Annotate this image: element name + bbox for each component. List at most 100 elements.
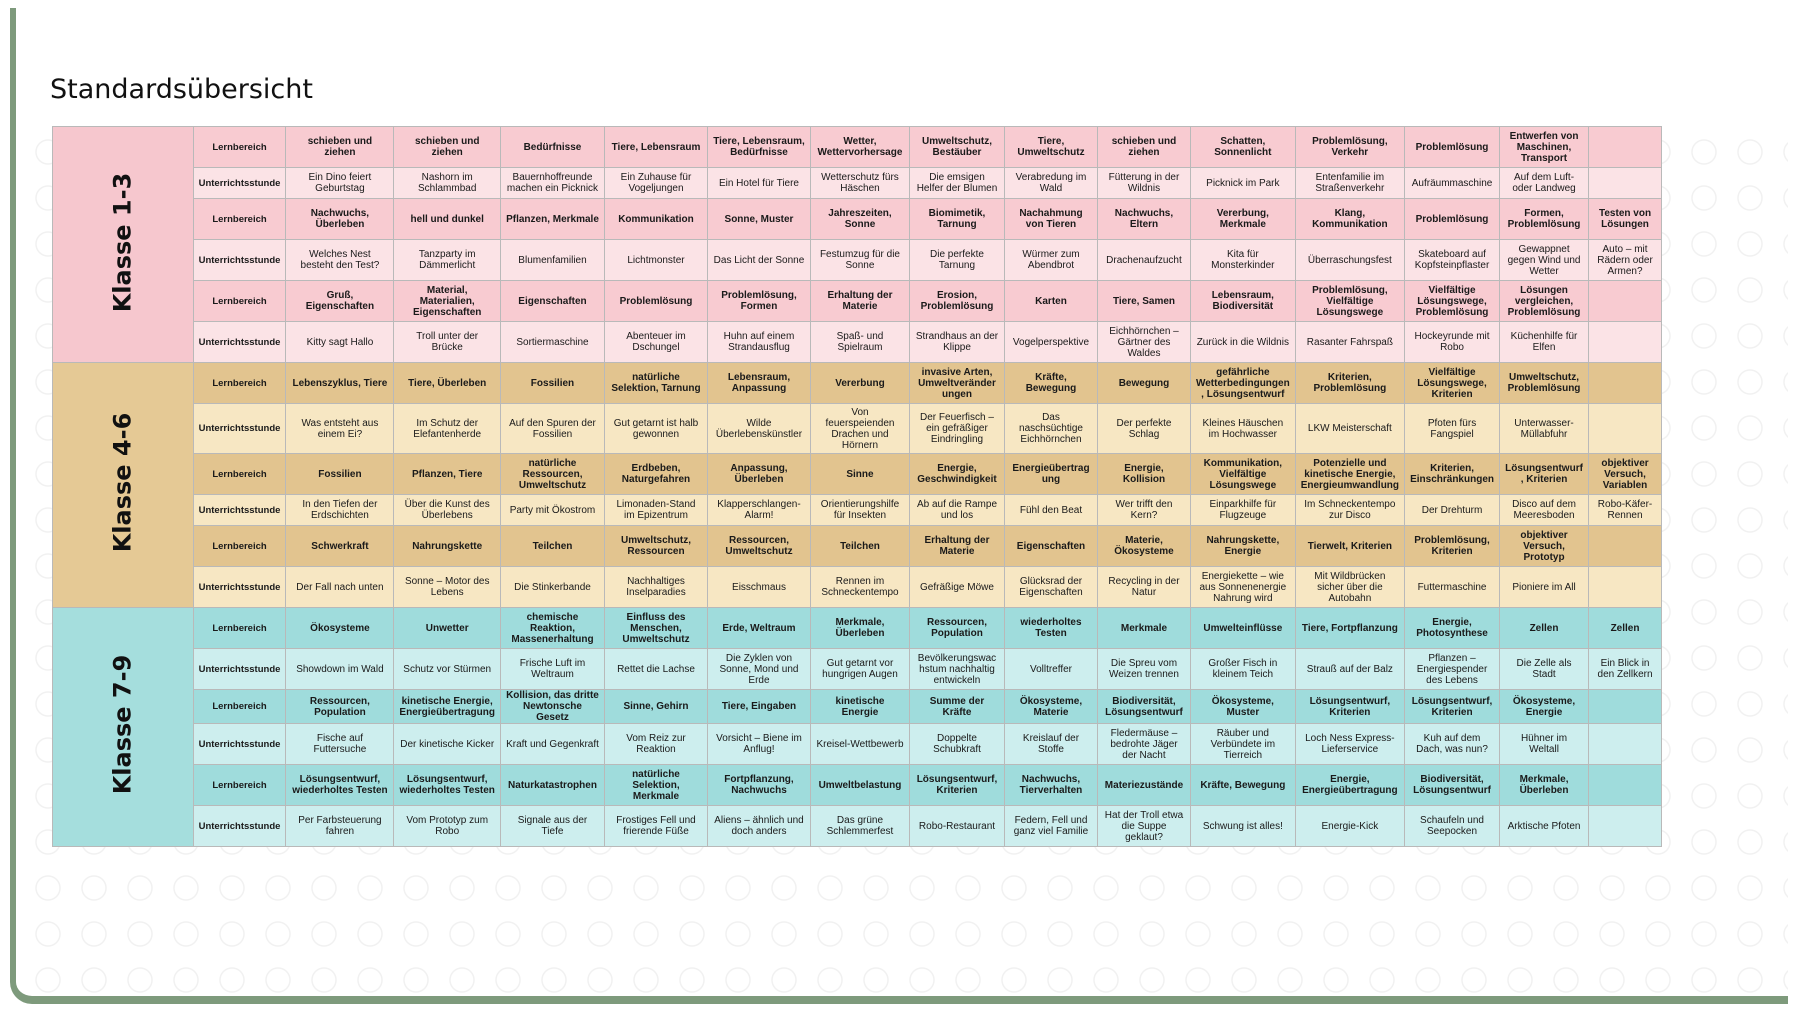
unterrichtsstunde-cell: Doppelte Schubkraft [908,723,1005,765]
lernbereich-cell: Energie, Photosynthese [1404,607,1501,649]
lernbereich-cell: Lösungen vergleichen, Problemlösung [1499,280,1590,322]
unterrichtsstunde-cell: Tanzparty im Dämmerlicht [393,239,501,281]
unterrichtsstunde-cell: Rennen im Schneckentempo [809,566,910,608]
lernbereich-cell: Vererbung [809,362,910,404]
unterrichtsstunde-cell: Klapperschlangen-Alarm! [706,494,811,526]
lernbereich-cell: Vererbung, Merkmale [1189,198,1296,240]
lernbereich-cell: Testen von Lösungen [1588,198,1663,240]
row-type-label: Lernbereich [192,689,287,724]
lernbereich-cell: Lösungsentwurf , Kriterien [1499,453,1590,495]
lernbereich-cell: Eigenschaften [1003,525,1098,567]
unterrichtsstunde-cell: Der kinetische Kicker [393,723,501,765]
unterrichtsstunde-cell: Gut getarnt vor hungrigen Augen [809,648,910,690]
lernbereich-cell [1588,126,1663,168]
unterrichtsstunde-cell: Troll unter der Brücke [393,321,501,363]
unterrichtsstunde-cell: Arktische Pfoten [1499,805,1590,847]
row-type-label: Lernbereich [192,607,287,649]
lernbereich-cell: Merkmale, Überleben [1499,764,1590,806]
unterrichtsstunde-cell: Im Schneckentempo zur Disco [1294,494,1406,526]
row-type-label: Lernbereich [192,362,287,404]
row-type-label: Unterrichtsstunde [192,494,287,526]
lernbereich-cell: Pflanzen, Tiere [393,453,501,495]
row-type-label: Unterrichtsstunde [192,239,287,281]
unterrichtsstunde-cell: Kitty sagt Hallo [285,321,395,363]
unterrichtsstunde-cell: Disco auf dem Meeresboden [1499,494,1590,526]
lernbereich-cell: Lösungsentwurf, Kriterien [1294,689,1406,724]
unterrichtsstunde-cell: Per Farbsteuerung fahren [285,805,395,847]
lernbereich-cell: Klang, Kommunikation [1294,198,1406,240]
row-type-label: Unterrichtsstunde [192,723,287,765]
unterrichtsstunde-cell: Bevölkerungswac hstum nachhaltig entwick… [908,648,1005,690]
unterrichtsstunde-cell: Ein Zuhause für Vogeljungen [603,167,708,199]
unterrichtsstunde-cell: Der Drehturm [1404,494,1501,526]
table-row: Lernbereich Ressourcen, Population kinetis… [53,689,1663,724]
lernbereich-cell: Lebensraum, Biodiversität [1189,280,1296,322]
lernbereich-cell: objektiver Versuch, Variablen [1588,453,1663,495]
row-type-label: Unterrichtsstunde [192,321,287,363]
unterrichtsstunde-cell: Fledermäuse – bedrohte Jäger der Nacht [1096,723,1191,765]
lernbereich-cell: Erosion, Problemlösung [908,280,1005,322]
unterrichtsstunde-cell: Picknick im Park [1189,167,1296,199]
unterrichtsstunde-cell: Frische Luft im Weltraum [499,648,605,690]
unterrichtsstunde-cell: Huhn auf einem Strandausflug [706,321,811,363]
unterrichtsstunde-cell: Hühner im Weltall [1499,723,1590,765]
standards-table: Klasse 1-3 Lernbereich schieben und ziehen… [52,126,1663,847]
lernbereich-cell: Wetter, Wettervorhersage [809,126,910,168]
unterrichtsstunde-cell: Eichhörnchen – Gärtner des Waldes [1096,321,1191,363]
lernbereich-cell: Gruß, Eigenschaften [285,280,395,322]
unterrichtsstunde-cell [1588,403,1663,454]
unterrichtsstunde-cell: Das grüne Schlemmerfest [809,805,910,847]
unterrichtsstunde-cell: Ein Blick in den Zellkern [1588,648,1663,690]
unterrichtsstunde-cell: Gefräßige Möwe [908,566,1005,608]
unterrichtsstunde-cell: Showdown im Wald [285,648,395,690]
unterrichtsstunde-cell: Über die Kunst des Überlebens [393,494,501,526]
lernbereich-cell: Umweltbelastung [809,764,910,806]
lernbereich-cell: schieben und ziehen [285,126,395,168]
unterrichtsstunde-cell [1588,805,1663,847]
unterrichtsstunde-cell: Federn, Fell und ganz viel Familie [1003,805,1098,847]
unterrichtsstunde-cell: Der Fall nach unten [285,566,395,608]
lernbereich-cell: Sinne, Gehirn [603,689,708,724]
unterrichtsstunde-cell: Sortiermaschine [499,321,605,363]
unterrichtsstunde-cell: Party mit Ökostrom [499,494,605,526]
row-type-label: Unterrichtsstunde [192,566,287,608]
unterrichtsstunde-cell: Wetterschutz fürs Häschen [809,167,910,199]
unterrichtsstunde-cell [1588,321,1663,363]
unterrichtsstunde-cell [1588,167,1663,199]
lernbereich-cell [1588,689,1663,724]
lernbereich-cell: Tiere, Überleben [393,362,501,404]
lernbereich-cell: Jahreszeiten, Sonne [809,198,910,240]
lernbereich-cell: schieben und ziehen [393,126,501,168]
lernbereich-cell: Ressourcen, Population [908,607,1005,649]
lernbereich-cell [1588,764,1663,806]
lernbereich-cell [1588,280,1663,322]
row-type-label: Lernbereich [192,280,287,322]
lernbereich-cell: Energie, Kollision [1096,453,1191,495]
unterrichtsstunde-cell: Ein Dino feiert Geburtstag [285,167,395,199]
lernbereich-cell: Erdbeben, Naturgefahren [603,453,708,495]
unterrichtsstunde-cell: Strandhaus an der Klippe [908,321,1005,363]
unterrichtsstunde-cell: Der perfekte Schlag [1096,403,1191,454]
lernbereich-cell: Schatten, Sonnenlicht [1189,126,1296,168]
table-row: Unterrichtsstunde Fische auf Futtersuche D… [53,723,1663,765]
lernbereich-cell [1588,525,1663,567]
lernbereich-cell: Teilchen [809,525,910,567]
unterrichtsstunde-cell: Was entsteht aus einem Ei? [285,403,395,454]
lernbereich-cell: wiederholtes Testen [1003,607,1098,649]
lernbereich-cell: Lösungsentwurf, Kriterien [908,764,1005,806]
lernbereich-cell: Kriterien, Einschränkungen [1404,453,1501,495]
unterrichtsstunde-cell: Frostiges Fell und frierende Füße [603,805,708,847]
lernbereich-cell: Tiere, Lebensraum [603,126,708,168]
lernbereich-cell: Problemlösung, Vielfältige Lösungswege [1294,280,1406,322]
unterrichtsstunde-cell: Hat der Troll etwa die Suppe geklaut? [1096,805,1191,847]
lernbereich-cell: Vielfältige Lösungswege, Kriterien [1404,362,1501,404]
table-row: Klasse 1-3 Lernbereich schieben und ziehen… [52,126,1663,363]
unterrichtsstunde-cell [1588,566,1663,608]
grade-label-text: Klasse 1-3 [108,172,137,312]
lernbereich-cell: natürliche Selektion, Tarnung [603,362,708,404]
lernbereich-cell: Problemlösung, Kriterien [1404,525,1501,567]
unterrichtsstunde-cell: Robo-Käfer-Rennen [1588,494,1663,526]
row-type-label: Lernbereich [192,453,287,495]
lernbereich-cell: Tiere, Umweltschutz [1003,126,1098,168]
lernbereich-cell: Bewegung [1096,362,1191,404]
